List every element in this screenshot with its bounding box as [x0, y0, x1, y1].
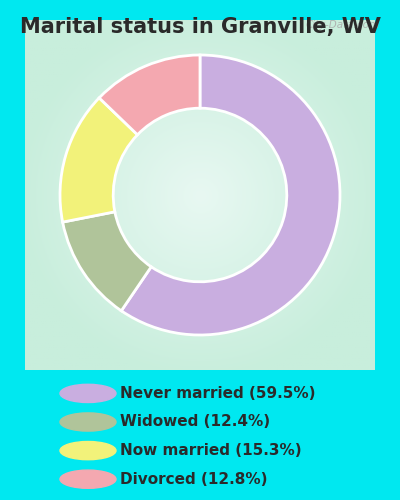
- Text: Widowed (12.4%): Widowed (12.4%): [120, 414, 270, 430]
- Text: Now married (15.3%): Now married (15.3%): [120, 443, 302, 458]
- Wedge shape: [63, 212, 151, 311]
- Wedge shape: [60, 98, 138, 222]
- Circle shape: [60, 470, 116, 488]
- Wedge shape: [121, 55, 340, 335]
- Text: Never married (59.5%): Never married (59.5%): [120, 386, 316, 401]
- Text: Marital status in Granville, WV: Marital status in Granville, WV: [20, 18, 380, 38]
- Circle shape: [60, 384, 116, 402]
- Wedge shape: [99, 55, 200, 135]
- Text: Divorced (12.8%): Divorced (12.8%): [120, 472, 268, 486]
- Text: City-Data.com: City-Data.com: [305, 20, 379, 30]
- Circle shape: [60, 413, 116, 431]
- Circle shape: [60, 442, 116, 460]
